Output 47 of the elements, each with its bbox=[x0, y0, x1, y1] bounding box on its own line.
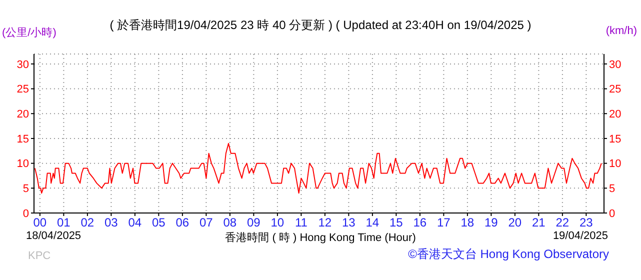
x-tick-label: 20 bbox=[508, 216, 522, 230]
x-tick-label: 11 bbox=[294, 216, 308, 230]
y2-axis-title: (km/h) bbox=[606, 25, 637, 37]
x-tick-label: 00 bbox=[33, 216, 47, 230]
y-tick-label: 5 bbox=[22, 183, 29, 196]
y2-tick-label: 0 bbox=[609, 208, 616, 220]
x-tick-label: 08 bbox=[223, 216, 237, 230]
y-axis-title: (公里/小時) bbox=[2, 26, 56, 40]
y2-tick-label: 5 bbox=[609, 183, 616, 196]
x-tick-label: 23 bbox=[580, 216, 594, 230]
text: 19/04/2025 bbox=[552, 230, 608, 242]
x-tick-label: 13 bbox=[342, 216, 356, 230]
x-tick-label: 16 bbox=[413, 216, 427, 230]
y-tick-label: 25 bbox=[16, 84, 29, 96]
y-tick-label: 20 bbox=[16, 108, 29, 121]
x-tick-label: 22 bbox=[556, 216, 570, 230]
x-tick-label: 14 bbox=[366, 216, 380, 230]
x-tick-label: 07 bbox=[200, 216, 214, 230]
y-tick-label: 15 bbox=[16, 133, 29, 146]
chart-title: ( 於香港時間19/04/2025 23 時 40 分更新 ) ( Updated at 23:40H on 19/04/2025 ) bbox=[110, 18, 532, 32]
line-series bbox=[34, 142, 602, 194]
x-tick-label: 05 bbox=[152, 216, 166, 230]
x-tick-label: 18 bbox=[460, 216, 474, 230]
x-tick-label: 09 bbox=[247, 216, 261, 230]
x-tick-label: 15 bbox=[390, 216, 404, 230]
x-tick-label: 17 bbox=[437, 216, 451, 230]
text: KPC bbox=[28, 250, 51, 262]
x-tick-label: 21 bbox=[532, 216, 546, 230]
x-tick-label: 06 bbox=[176, 216, 190, 230]
x-tick-label: 10 bbox=[270, 216, 284, 230]
y2-tick-label: 10 bbox=[609, 158, 622, 170]
x-axis-title: 香港時間 ( 時 ) Hong Kong Time (Hour) bbox=[225, 232, 416, 244]
x-tick-label: 02 bbox=[80, 216, 94, 230]
x-tick-label: 19 bbox=[484, 216, 498, 230]
text: ©香港天文台 Hong Kong Observatory bbox=[408, 246, 609, 263]
y-tick-label: 30 bbox=[16, 58, 29, 71]
x-tick-label: 01 bbox=[57, 216, 71, 230]
y2-tick-label: 15 bbox=[609, 133, 622, 146]
y-tick-label: 0 bbox=[22, 208, 29, 220]
y2-tick-label: 20 bbox=[609, 108, 622, 121]
y-tick-label: 10 bbox=[16, 158, 29, 170]
x-tick-label: 04 bbox=[128, 216, 142, 230]
x-tick-label: 03 bbox=[104, 216, 118, 230]
x-tick-label: 12 bbox=[318, 216, 332, 230]
y2-tick-label: 25 bbox=[609, 84, 622, 96]
y2-tick-label: 30 bbox=[609, 58, 622, 71]
text: 18/04/2025 bbox=[26, 230, 82, 242]
